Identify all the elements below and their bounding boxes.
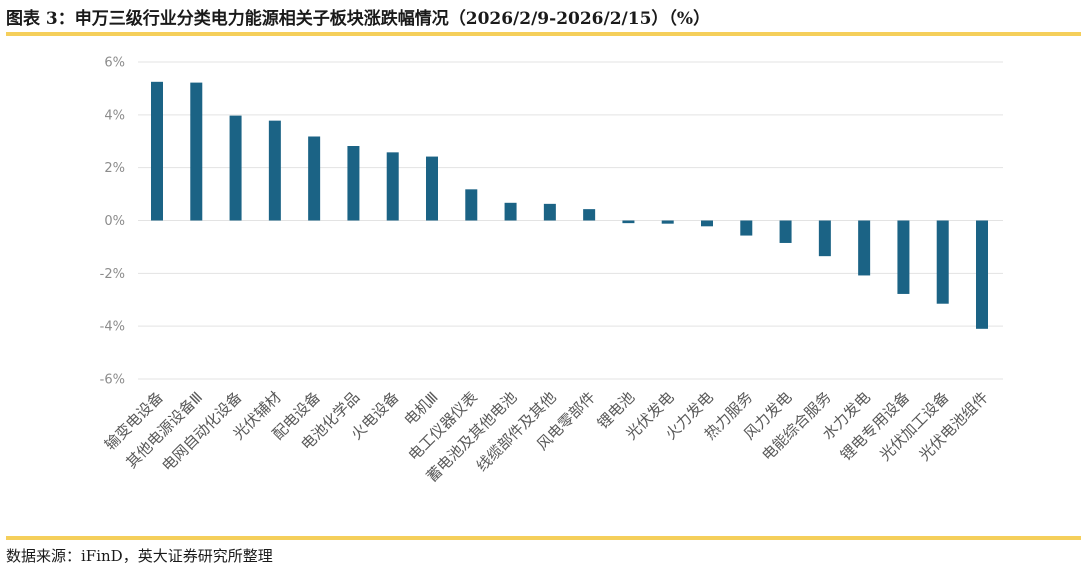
bar xyxy=(622,220,635,224)
y-tick-label: 2% xyxy=(104,161,125,176)
bar xyxy=(386,152,399,221)
bar xyxy=(936,220,949,304)
bar xyxy=(701,220,713,227)
bar xyxy=(818,220,831,257)
bar xyxy=(151,81,163,221)
gridlines xyxy=(138,61,1003,380)
bar xyxy=(229,115,242,221)
y-tick-label: 0% xyxy=(104,214,125,229)
bar xyxy=(583,209,596,221)
bar xyxy=(426,156,438,221)
bars xyxy=(151,81,988,329)
bar xyxy=(268,120,281,221)
bar xyxy=(976,220,988,329)
bar xyxy=(504,202,517,221)
bar xyxy=(543,203,556,221)
bar xyxy=(308,136,321,221)
y-tick-label: -4% xyxy=(100,320,125,335)
bar xyxy=(779,220,792,243)
bar xyxy=(347,146,360,221)
source-note: 数据来源：iFinD，英大证券研究所整理 xyxy=(6,547,273,565)
x-axis-category-labels: 输变电设备其他电源设备Ⅲ电网自动化设备光伏辅材配电设备电池化学品火电设备电机Ⅲ电… xyxy=(101,388,992,486)
bar xyxy=(897,220,910,294)
top-accent-rule xyxy=(6,32,1081,36)
bar xyxy=(661,220,674,224)
y-tick-label: 4% xyxy=(104,108,125,123)
bar xyxy=(190,82,203,221)
bar-chart: 6% 4% 2% 0% -2% -4% -6% 输变电设备其他电源设备Ⅲ电网自动化设备光伏辅… xyxy=(100,56,1003,486)
y-tick-label: -2% xyxy=(100,267,125,282)
bottom-accent-rule xyxy=(6,536,1081,540)
bar xyxy=(858,220,871,276)
y-axis-tick-labels: 6% 4% 2% 0% -2% -4% -6% xyxy=(100,56,125,388)
figure-title: 图表 3：申万三级行业分类电力能源相关子板块涨跌幅情况（2026/2/9-202… xyxy=(6,9,711,29)
bar xyxy=(740,220,753,236)
y-tick-label: -6% xyxy=(100,373,125,388)
y-tick-label: 6% xyxy=(104,56,125,71)
bar xyxy=(465,189,478,221)
